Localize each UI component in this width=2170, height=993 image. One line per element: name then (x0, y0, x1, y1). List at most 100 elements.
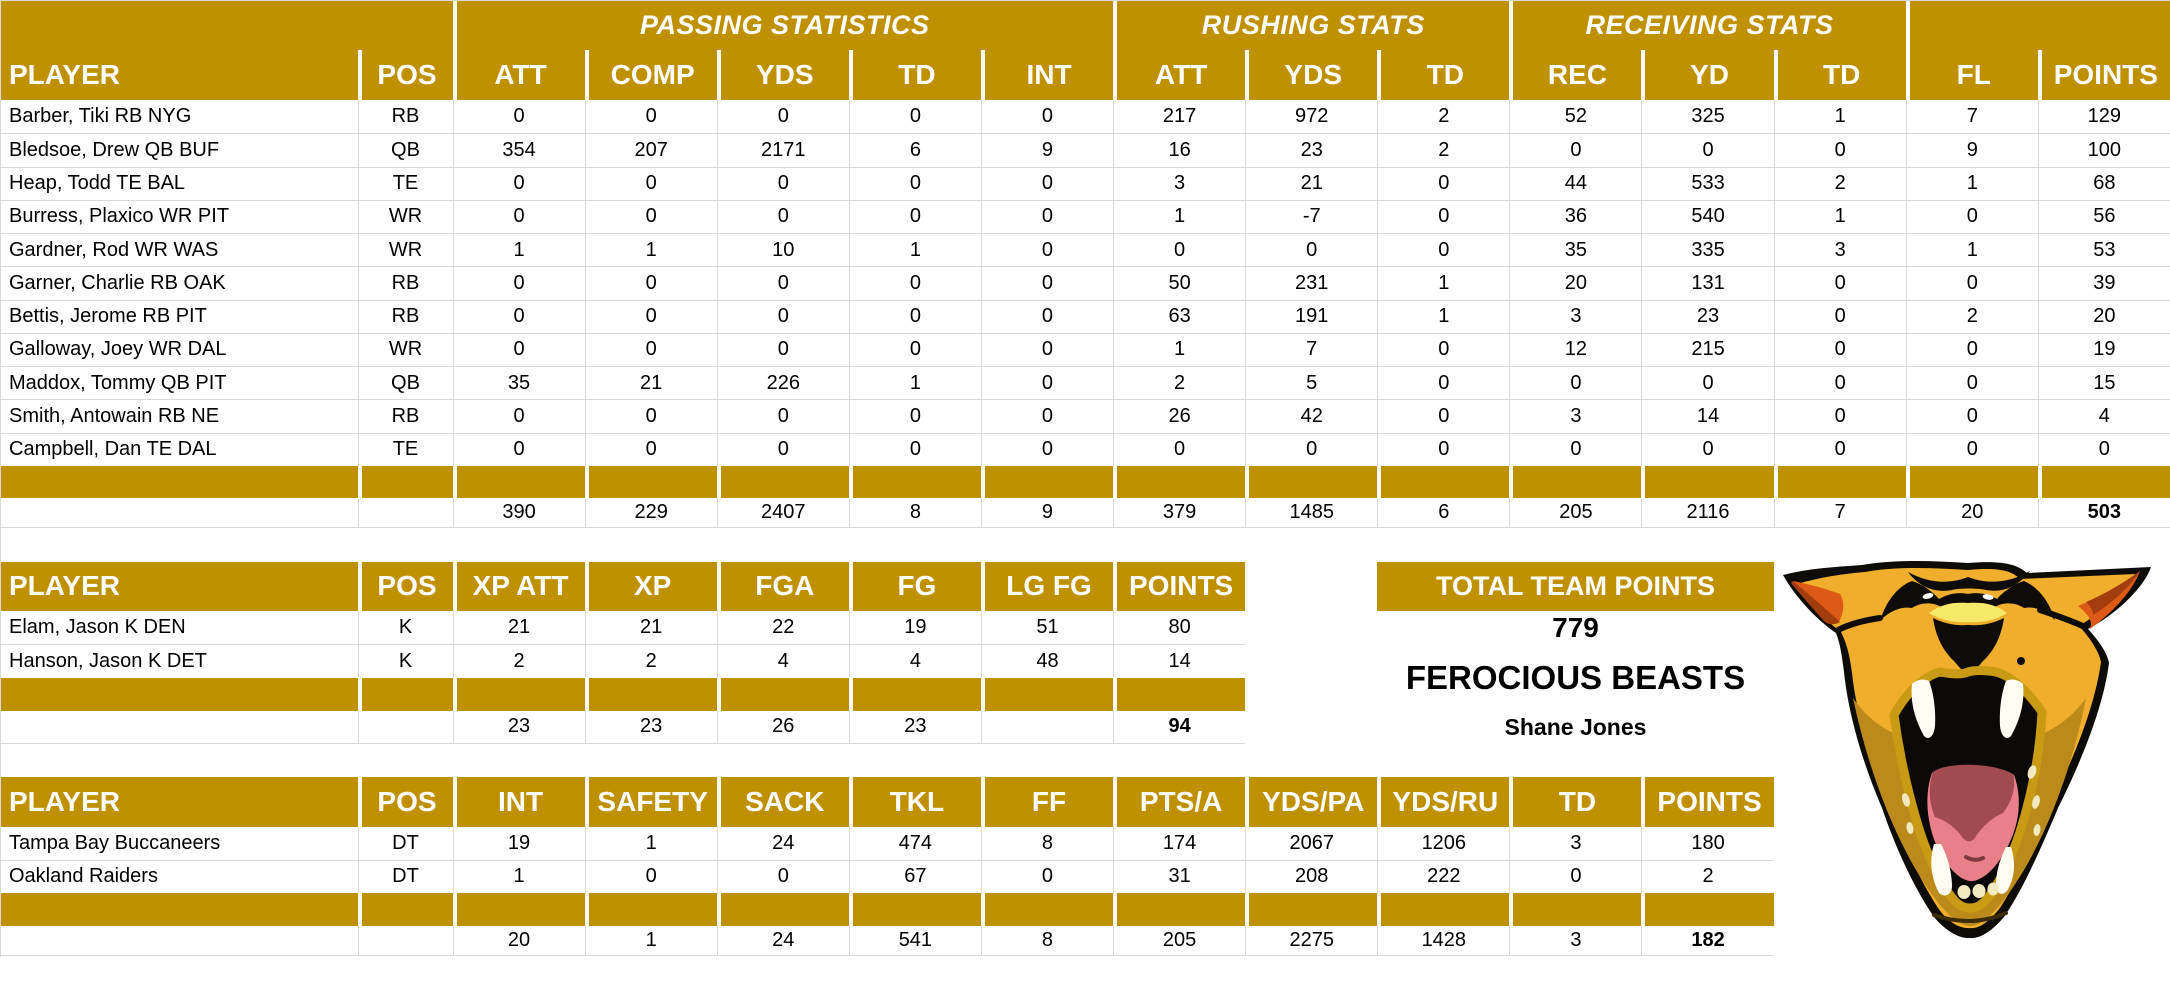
stat-value: 0 (1377, 432, 1510, 466)
total-value: 2275 (1245, 926, 1378, 957)
column-header-lg-fg: LG FG (980, 561, 1114, 612)
column-header-player: PLAYER (0, 561, 358, 612)
logo-speck-3 (2033, 824, 2041, 836)
stat-value: 2 (1641, 859, 1774, 894)
player-name: Gardner, Rod WR WAS (0, 233, 358, 267)
stat-value: 0 (716, 399, 849, 433)
total-team-points-label: TOTAL TEAM POINTS (1435, 570, 1715, 601)
stat-value: 0 (584, 299, 717, 333)
stat-value: 1 (1773, 199, 1906, 234)
total-value: 229 (584, 497, 717, 528)
total-blank (0, 710, 358, 744)
column-header-fga: FGA (716, 561, 849, 612)
stat-value: 0 (2037, 432, 2170, 466)
stat-value: 0 (1113, 233, 1246, 267)
stat-value: 1 (584, 233, 717, 267)
stat-value: 0 (452, 432, 585, 466)
logo-nose-bridge (1929, 602, 2007, 623)
stat-value: 3 (1773, 233, 1906, 267)
stat-value: 7 (1905, 100, 2038, 134)
section-header-blank (0, 0, 453, 50)
stat-value: 22 (716, 611, 849, 645)
gold-spacer (0, 677, 358, 711)
stat-value: 335 (1641, 233, 1774, 267)
stat-value: 21 (1245, 166, 1378, 200)
stat-value: 0 (584, 332, 717, 367)
column-header-points: POINTS (1641, 776, 1774, 827)
stat-value: 19 (848, 611, 981, 645)
total-value: 24 (716, 926, 849, 957)
stat-value: 0 (1113, 432, 1246, 466)
gold-spacer (357, 465, 453, 498)
column-header-tkl: TKL (848, 776, 981, 827)
logo-left-ear-inner (1793, 581, 1844, 622)
gold-spacer (1377, 465, 1510, 498)
stat-value: 21 (452, 611, 585, 645)
stat-value: K (357, 644, 453, 678)
stat-value: 20 (2037, 299, 2170, 333)
total-value: 94 (1113, 710, 1246, 744)
gold-spacer (1113, 465, 1246, 498)
stat-value: 0 (584, 432, 717, 466)
stat-value: K (357, 611, 453, 645)
stat-value: 129 (2037, 100, 2170, 134)
stat-value: 0 (980, 199, 1114, 234)
stat-value: 131 (1641, 266, 1774, 300)
stat-value: 0 (1641, 133, 1774, 167)
gold-spacer (980, 893, 1114, 927)
logo-speck-2 (2032, 795, 2040, 809)
stat-value: DT (357, 826, 453, 860)
player-name: Oakland Raiders (0, 859, 358, 894)
stat-value: 0 (1773, 299, 1906, 333)
total-value: 1 (584, 926, 717, 957)
stat-value: 35 (1509, 233, 1642, 267)
stat-value: 2 (1905, 299, 2038, 333)
stat-value: 0 (1377, 199, 1510, 234)
team-owner: Shane Jones (1504, 713, 1647, 740)
stat-value: 0 (452, 299, 585, 333)
stat-value: 4 (848, 644, 981, 678)
stat-value: 0 (1377, 233, 1510, 267)
stat-value: 2 (1377, 133, 1510, 167)
stat-value: 222 (1377, 859, 1510, 894)
player-name: Maddox, Tommy QB PIT (0, 366, 358, 400)
stat-value: 0 (452, 266, 585, 300)
stat-value: 12 (1509, 332, 1642, 367)
stat-value: TE (357, 166, 453, 200)
column-header-pos: POS (357, 50, 453, 100)
total-value: 23 (584, 710, 717, 744)
stat-value: 0 (716, 100, 849, 134)
gold-spacer (716, 677, 849, 711)
stat-value: 2 (584, 644, 717, 678)
column-header-int: INT (452, 776, 585, 827)
stat-value: 0 (1773, 266, 1906, 300)
stat-value: 0 (1773, 432, 1906, 466)
total-blank (0, 497, 358, 528)
logo-speck-1 (2027, 765, 2037, 779)
stat-value: 0 (1905, 366, 2038, 400)
gold-spacer (1509, 465, 1642, 498)
stat-value: 36 (1509, 199, 1642, 234)
stat-value: 0 (584, 859, 717, 894)
stat-value: 0 (848, 100, 981, 134)
stat-value: 0 (716, 859, 849, 894)
stat-value: 1 (1905, 166, 2038, 200)
stat-value: 0 (1377, 332, 1510, 367)
gold-spacer (584, 465, 717, 498)
stat-value: 0 (452, 166, 585, 200)
logo-cheek-dot (2017, 657, 2025, 665)
column-header-td: TD (1773, 50, 1906, 100)
stat-value: 207 (584, 133, 717, 167)
column-header-att: ATT (1113, 50, 1246, 100)
logo-lower-tooth-3 (1987, 882, 1999, 896)
logo-speck-5 (1906, 822, 1914, 834)
stat-value: 2171 (716, 133, 849, 167)
stat-value: 50 (1113, 266, 1246, 300)
gold-spacer (1509, 893, 1642, 927)
total-value: 1485 (1245, 497, 1378, 528)
stat-value: 0 (452, 399, 585, 433)
total-value: 390 (452, 497, 585, 528)
stat-value: WR (357, 233, 453, 267)
stat-value: 0 (716, 199, 849, 234)
